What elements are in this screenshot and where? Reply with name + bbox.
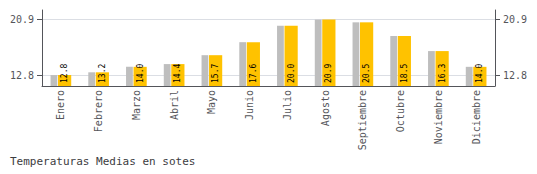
svg-text:Junio: Junio: [244, 90, 255, 120]
svg-text:Agosto: Agosto: [320, 90, 331, 126]
svg-text:Temperaturas Medias en sotes: Temperaturas Medias en sotes: [10, 155, 195, 168]
svg-text:20.9: 20.9: [10, 14, 34, 25]
svg-text:13.2: 13.2: [98, 64, 107, 83]
svg-text:12.8: 12.8: [60, 64, 69, 83]
svg-text:Febrero: Febrero: [93, 90, 104, 132]
svg-text:14.0: 14.0: [136, 64, 145, 83]
svg-text:14.4: 14.4: [173, 64, 182, 83]
svg-text:16.3: 16.3: [438, 64, 447, 83]
svg-text:12.8: 12.8: [10, 70, 34, 81]
svg-text:Julio: Julio: [282, 90, 293, 120]
svg-text:Septiembre: Septiembre: [357, 90, 368, 150]
svg-text:Noviembre: Noviembre: [433, 90, 444, 144]
svg-text:Abril: Abril: [169, 90, 180, 120]
svg-text:20.9: 20.9: [503, 14, 527, 25]
svg-text:Mayo: Mayo: [206, 90, 217, 114]
svg-text:Marzo: Marzo: [131, 90, 142, 120]
svg-text:12.8: 12.8: [503, 70, 527, 81]
svg-text:Octubre: Octubre: [395, 90, 406, 132]
svg-text:20.9: 20.9: [324, 64, 333, 83]
svg-text:Enero: Enero: [55, 90, 66, 120]
svg-text:20.5: 20.5: [362, 64, 371, 83]
svg-text:15.7: 15.7: [211, 64, 220, 83]
svg-text:18.5: 18.5: [400, 64, 409, 83]
svg-text:20.0: 20.0: [287, 64, 296, 83]
svg-text:Diciembre: Diciembre: [471, 90, 482, 144]
svg-text:17.6: 17.6: [249, 64, 258, 83]
svg-text:14.0: 14.0: [475, 64, 484, 83]
